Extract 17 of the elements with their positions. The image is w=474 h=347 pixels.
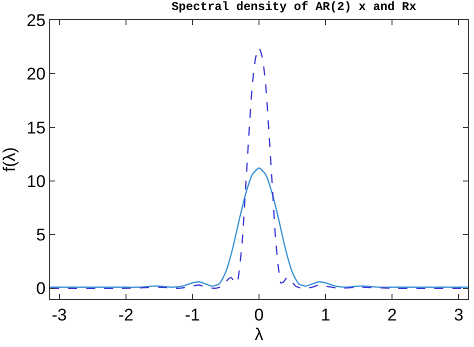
y-tick-label: 20 [26, 64, 46, 84]
x-tick-label: 3 [454, 305, 464, 324]
y-axis-title: f(λ) [0, 147, 20, 172]
y-tick-label: 10 [26, 172, 46, 191]
x-tick-label: -3 [52, 305, 67, 324]
x-tick-label: 0 [254, 305, 264, 324]
y-tick-label: 25 [26, 10, 46, 30]
x-tick-label: 2 [387, 305, 397, 324]
chart-title: Spectral density of AR(2) x and Rx [171, 0, 416, 14]
x-tick-label: -2 [118, 305, 134, 324]
y-tick-label: 0 [36, 279, 46, 298]
x-tick-label: 1 [320, 305, 330, 324]
line-series [50, 167, 468, 288]
x-tick-label: -1 [184, 305, 200, 324]
y-tick-label: 15 [26, 118, 46, 138]
y-tick-label: 5 [36, 226, 46, 245]
x-axis-title: λ [254, 324, 264, 344]
